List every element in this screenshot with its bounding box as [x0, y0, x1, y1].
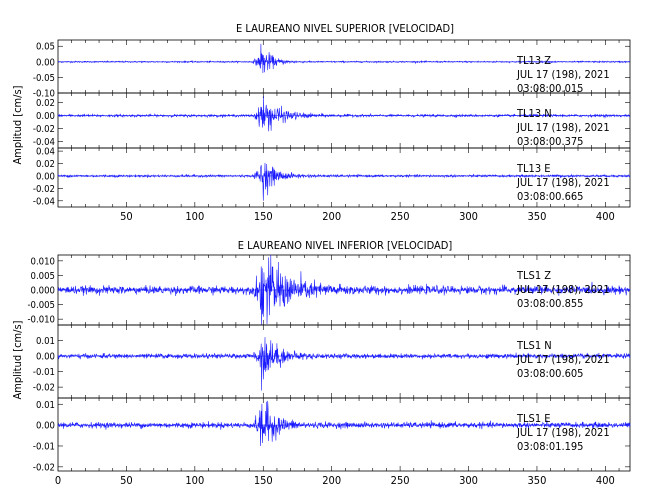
top-figure-group: E LAUREANO NIVEL SUPERIOR [VELOCIDAD] Am…	[11, 22, 454, 165]
station-label: TL13 N	[516, 107, 552, 120]
y-tick-label: -0.02	[33, 462, 55, 473]
y-tick-label: 0.00	[36, 421, 55, 432]
time-label: 03:08:00.665	[517, 190, 583, 203]
time-label: 03:08:00.375	[517, 135, 583, 148]
y-tick-label: -0.04	[33, 196, 55, 207]
panel-frame	[57, 147, 631, 208]
time-label: 03:08:00.015	[517, 82, 583, 95]
y-tick-label: -0.02	[33, 184, 55, 195]
y-tick-label: 0.00	[36, 111, 55, 122]
date-label: JUL 17 (198), 2021	[516, 68, 610, 81]
x-tick-label: 50	[120, 474, 133, 487]
y-tick-label: 0.02	[36, 159, 55, 170]
x-tick-label: 250	[391, 474, 410, 487]
y-tick-label: 0.04	[36, 147, 55, 158]
seismogram-trace	[57, 254, 631, 326]
y-tick-label: -0.01	[33, 367, 55, 378]
x-tick-label: 300	[459, 474, 478, 487]
y-tick-label: -0.02	[33, 383, 55, 394]
y-tick-label: 0.00	[36, 352, 55, 363]
seismogram-trace	[57, 337, 631, 391]
seismogram-trace	[57, 96, 631, 132]
top-chart-title: E LAUREANO NIVEL SUPERIOR [VELOCIDAD]	[236, 22, 454, 35]
y-tick-label: 0.000	[31, 286, 55, 297]
top-y-axis-label: Amplitud [cm/s]	[11, 85, 24, 164]
x-tick-label: 100	[185, 210, 204, 223]
y-tick-label: -0.010	[27, 315, 55, 326]
x-tick-label: 250	[391, 210, 410, 223]
x-tick-label: 0	[55, 474, 61, 487]
y-tick-label: -0.10	[33, 89, 55, 100]
station-label: TL13 E	[516, 162, 551, 175]
date-label: JUL 17 (198), 2021	[516, 176, 610, 189]
y-tick-label: 0.00	[36, 57, 55, 68]
panel-frame	[57, 397, 631, 472]
date-label: JUL 17 (198), 2021	[516, 353, 610, 366]
y-tick-label: 0.01	[36, 336, 55, 347]
bottom-chart-title: E LAUREANO NIVEL INFERIOR [VELOCIDAD]	[238, 239, 453, 252]
time-label: 03:08:00.605	[517, 367, 583, 380]
y-tick-label: 0.05	[36, 42, 55, 53]
bottom-figure-group: E LAUREANO NIVEL INFERIOR [VELOCIDAD] Am…	[11, 239, 452, 400]
x-tick-label: 100	[185, 474, 204, 487]
station-label: TL13 Z	[516, 54, 551, 67]
x-tick-label: 150	[254, 210, 273, 223]
station-label: TLS1 E	[516, 412, 551, 425]
y-tick-label: 0.010	[31, 256, 55, 267]
time-label: 03:08:01.195	[517, 440, 583, 453]
x-tick-label: 350	[528, 210, 547, 223]
seismogram-trace	[57, 162, 631, 201]
seismogram-trace	[57, 400, 631, 447]
x-tick-label: 400	[596, 474, 615, 487]
y-tick-label: 0.00	[36, 171, 55, 182]
y-tick-label: -0.01	[33, 441, 55, 452]
x-tick-label: 200	[322, 474, 341, 487]
time-label: 03:08:00.855	[517, 297, 583, 310]
x-tick-label: 400	[596, 210, 615, 223]
y-tick-label: -0.04	[33, 137, 55, 148]
bottom-y-axis-label: Amplitud [cm/s]	[11, 320, 24, 399]
y-tick-label: -0.02	[33, 124, 55, 135]
x-tick-label: 300	[459, 210, 478, 223]
x-tick-label: 150	[254, 474, 273, 487]
y-tick-label: 0.02	[36, 98, 55, 109]
date-label: JUL 17 (198), 2021	[516, 426, 610, 439]
station-label: TLS1 Z	[516, 269, 551, 282]
date-label: JUL 17 (198), 2021	[516, 283, 610, 296]
y-tick-label: -0.05	[33, 73, 55, 84]
station-label: TLS1 N	[516, 339, 552, 352]
x-tick-label: 350	[528, 474, 547, 487]
x-tick-label: 50	[120, 210, 133, 223]
y-tick-label: 0.005	[31, 271, 55, 282]
seismogram-trace	[57, 43, 631, 74]
date-label: JUL 17 (198), 2021	[516, 121, 610, 134]
x-tick-label: 200	[322, 210, 341, 223]
y-tick-label: 0.01	[36, 400, 55, 411]
y-tick-label: -0.005	[27, 300, 55, 311]
